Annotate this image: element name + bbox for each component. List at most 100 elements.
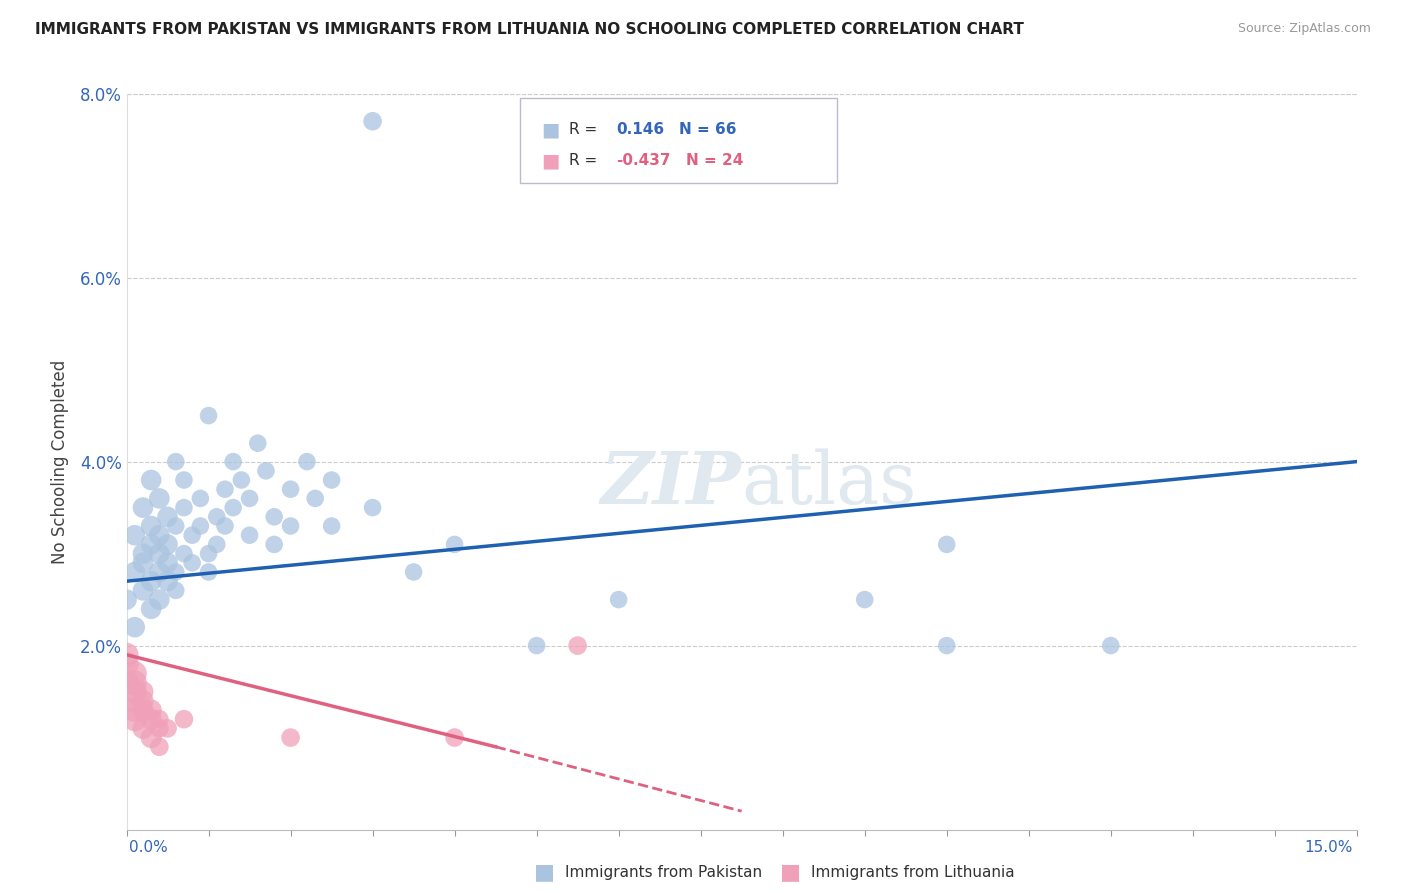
Point bbox=[141, 537, 162, 551]
Point bbox=[197, 409, 219, 423]
Point bbox=[361, 500, 384, 515]
Point bbox=[239, 528, 262, 542]
Point bbox=[197, 565, 219, 579]
Point bbox=[132, 583, 155, 598]
Point bbox=[148, 547, 170, 561]
Point bbox=[526, 639, 548, 653]
Text: Immigrants from Lithuania: Immigrants from Lithuania bbox=[811, 865, 1015, 880]
Point bbox=[231, 473, 253, 487]
Point bbox=[115, 592, 138, 607]
Point bbox=[132, 722, 155, 736]
Point bbox=[115, 657, 138, 671]
Point bbox=[132, 556, 155, 570]
Point bbox=[141, 703, 162, 717]
Point bbox=[205, 509, 228, 524]
Point bbox=[280, 519, 302, 533]
Point bbox=[321, 519, 343, 533]
Point bbox=[321, 473, 343, 487]
Point bbox=[263, 509, 285, 524]
Point bbox=[148, 712, 170, 726]
Point bbox=[115, 648, 138, 662]
Point bbox=[214, 482, 236, 496]
Point bbox=[181, 528, 204, 542]
Point bbox=[165, 454, 187, 469]
Text: ■: ■ bbox=[541, 120, 560, 139]
Point bbox=[1099, 639, 1122, 653]
Point bbox=[156, 509, 179, 524]
Point bbox=[148, 565, 170, 579]
Point bbox=[280, 731, 302, 745]
Point bbox=[141, 601, 162, 615]
Point bbox=[173, 547, 195, 561]
Point bbox=[304, 491, 326, 506]
Point bbox=[124, 675, 146, 690]
Point bbox=[132, 500, 155, 515]
Point bbox=[280, 482, 302, 496]
Point bbox=[141, 731, 162, 745]
Text: -0.437: -0.437 bbox=[616, 153, 671, 169]
Text: ZIP: ZIP bbox=[600, 448, 742, 519]
Point bbox=[188, 491, 212, 506]
Point bbox=[156, 556, 179, 570]
Point bbox=[124, 666, 146, 681]
Text: N = 66: N = 66 bbox=[679, 122, 737, 137]
Text: Source: ZipAtlas.com: Source: ZipAtlas.com bbox=[1237, 22, 1371, 36]
Point bbox=[254, 464, 277, 478]
Point bbox=[124, 712, 146, 726]
Point bbox=[165, 583, 187, 598]
Text: Immigrants from Pakistan: Immigrants from Pakistan bbox=[565, 865, 762, 880]
Point bbox=[141, 519, 162, 533]
Point bbox=[222, 500, 245, 515]
Point bbox=[115, 675, 138, 690]
Point bbox=[181, 556, 204, 570]
Point bbox=[132, 547, 155, 561]
Point bbox=[295, 454, 318, 469]
Point bbox=[132, 694, 155, 708]
Y-axis label: No Schooling Completed: No Schooling Completed bbox=[51, 359, 69, 564]
Point bbox=[165, 565, 187, 579]
Text: ■: ■ bbox=[541, 152, 560, 170]
Text: 15.0%: 15.0% bbox=[1305, 840, 1353, 855]
Point bbox=[197, 547, 219, 561]
Text: R =: R = bbox=[569, 153, 598, 169]
Point bbox=[156, 722, 179, 736]
Point bbox=[853, 592, 876, 607]
Text: IMMIGRANTS FROM PAKISTAN VS IMMIGRANTS FROM LITHUANIA NO SCHOOLING COMPLETED COR: IMMIGRANTS FROM PAKISTAN VS IMMIGRANTS F… bbox=[35, 22, 1024, 37]
Point bbox=[246, 436, 269, 450]
Point bbox=[148, 528, 170, 542]
Point bbox=[141, 712, 162, 726]
Point bbox=[607, 592, 630, 607]
Point bbox=[124, 528, 146, 542]
Text: ■: ■ bbox=[534, 863, 555, 882]
Point bbox=[115, 694, 138, 708]
Point bbox=[205, 537, 228, 551]
Point bbox=[132, 684, 155, 698]
Point bbox=[567, 639, 589, 653]
Point bbox=[132, 703, 155, 717]
Point bbox=[263, 537, 285, 551]
Point bbox=[173, 473, 195, 487]
Point bbox=[124, 565, 146, 579]
Point bbox=[402, 565, 425, 579]
Point bbox=[141, 574, 162, 589]
Text: N = 24: N = 24 bbox=[686, 153, 744, 169]
Point bbox=[239, 491, 262, 506]
Point bbox=[188, 519, 212, 533]
Point bbox=[124, 703, 146, 717]
Point bbox=[935, 639, 957, 653]
Point bbox=[148, 491, 170, 506]
Point bbox=[731, 161, 754, 175]
Text: R =: R = bbox=[569, 122, 598, 137]
Text: 0.0%: 0.0% bbox=[129, 840, 169, 855]
Point bbox=[156, 537, 179, 551]
Point bbox=[124, 684, 146, 698]
Point bbox=[148, 722, 170, 736]
Point bbox=[214, 519, 236, 533]
Point bbox=[148, 739, 170, 754]
Point bbox=[222, 454, 245, 469]
Point bbox=[361, 114, 384, 128]
Text: ■: ■ bbox=[780, 863, 801, 882]
Point bbox=[935, 537, 957, 551]
Point bbox=[165, 519, 187, 533]
Point bbox=[173, 712, 195, 726]
